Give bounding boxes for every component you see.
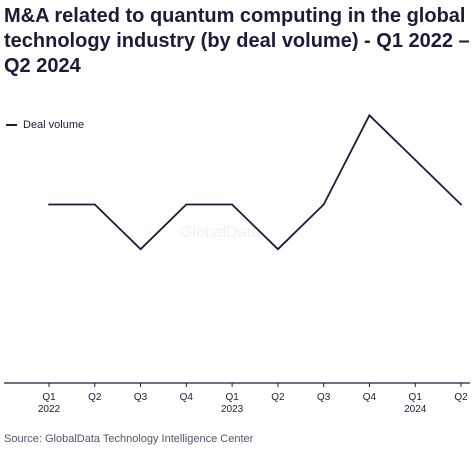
chart-title: M&A related to quantum computing in the … — [4, 5, 470, 77]
data-point-0-7 — [368, 114, 371, 117]
x-tick-label-4: Q1 — [225, 392, 239, 403]
x-tick-label-8: Q1 — [409, 392, 423, 403]
x-tick-label-0: Q1 — [42, 392, 56, 403]
data-point-0-4 — [231, 203, 234, 206]
legend-label-deal-volume: Deal volume — [23, 119, 85, 131]
x-tick-label-1: Q2 — [88, 392, 102, 403]
chart-legend: Deal volume — [6, 119, 84, 131]
data-point-0-2 — [139, 248, 142, 251]
x-tick-year-8: 2024 — [404, 404, 427, 415]
x-tick-year-0: 2022 — [38, 404, 61, 415]
data-point-0-9 — [460, 203, 462, 206]
data-point-0-5 — [276, 248, 279, 251]
source-note: Source: GlobalData Technology Intelligen… — [4, 433, 254, 445]
x-tick-year-4: 2023 — [221, 404, 244, 415]
x-tick-label-9: Q2 — [454, 392, 468, 403]
x-tick-label-3: Q4 — [180, 392, 194, 403]
x-tick-label-7: Q4 — [363, 392, 377, 403]
series-line-0 — [49, 113, 462, 251]
data-point-0-6 — [322, 203, 325, 206]
data-point-0-8 — [414, 159, 417, 161]
legend-swatch — [6, 124, 17, 126]
data-point-0-1 — [93, 203, 96, 206]
x-tick-label-2: Q3 — [134, 392, 148, 403]
x-tick-label-6: Q3 — [317, 392, 331, 403]
data-point-0-0 — [48, 203, 50, 206]
data-point-0-3 — [185, 203, 188, 206]
x-tick-label-5: Q2 — [271, 392, 285, 403]
